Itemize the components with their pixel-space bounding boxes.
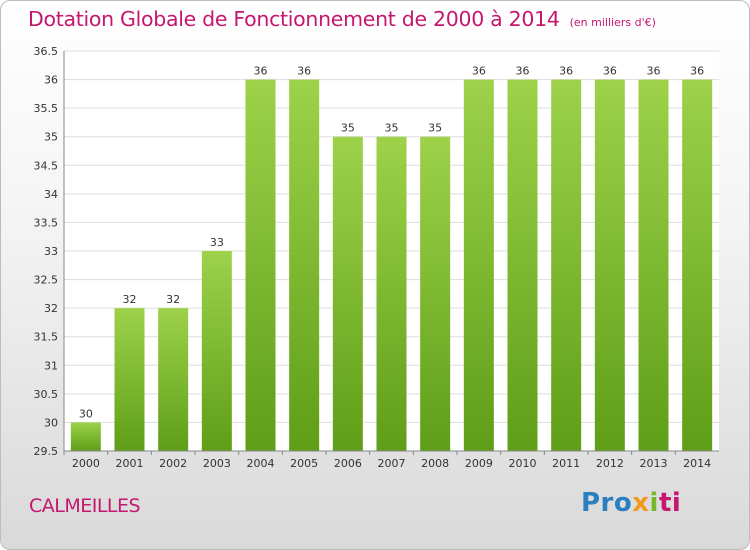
y-tick-label: 32: [44, 302, 58, 315]
bar: [158, 308, 189, 451]
bar: [114, 308, 145, 451]
data-label: 30: [79, 407, 93, 420]
y-tick-label: 34: [44, 188, 58, 201]
bar: [70, 422, 101, 451]
bar: [289, 79, 320, 452]
x-tick-label: 2003: [203, 457, 231, 470]
y-tick-label: 32.5: [34, 274, 59, 287]
x-tick-label: 2012: [596, 457, 624, 470]
x-tick-label: 2005: [290, 457, 318, 470]
bar: [245, 79, 276, 452]
bar: [332, 136, 363, 451]
y-tick-label: 30: [44, 416, 58, 429]
title-text: Dotation Globale de Fonctionnement de 20…: [28, 7, 560, 31]
data-label: 36: [297, 65, 311, 78]
y-tick-label: 33.5: [34, 216, 59, 229]
x-tick-label: 2007: [378, 457, 406, 470]
y-tick-label: 34.5: [34, 159, 59, 172]
y-tick-label: 35: [44, 131, 58, 144]
bar: [201, 251, 232, 451]
proxiti-logo: Proxiti: [581, 488, 681, 518]
data-label: 32: [123, 293, 137, 306]
bar: [551, 79, 582, 452]
data-label: 35: [428, 122, 442, 135]
data-label: 36: [603, 65, 617, 78]
data-label: 36: [472, 65, 486, 78]
data-label: 35: [341, 122, 355, 135]
data-label: 36: [516, 65, 530, 78]
logo-part-1: Pro: [581, 488, 633, 518]
data-label: 35: [385, 122, 399, 135]
bar: [638, 79, 669, 452]
y-tick-label: 35.5: [34, 102, 59, 115]
y-tick-label: 31.5: [34, 331, 59, 344]
x-tick-label: 2009: [465, 457, 493, 470]
bar: [507, 79, 538, 452]
bar: [420, 136, 451, 451]
logo-part-2: x: [632, 488, 650, 518]
x-tick-label: 2011: [552, 457, 580, 470]
bar: [682, 79, 713, 452]
logo-part-3: i: [649, 488, 659, 518]
x-tick-label: 2014: [683, 457, 711, 470]
bars-group: [70, 79, 713, 452]
x-tick-label: 2002: [159, 457, 187, 470]
data-label: 36: [559, 65, 573, 78]
bar: [376, 136, 407, 451]
logo-part-4: ti: [658, 488, 682, 518]
bar: [463, 79, 494, 452]
x-tick-label: 2000: [72, 457, 100, 470]
chart-title: Dotation Globale de Fonctionnement de 20…: [28, 7, 656, 31]
x-tick-label: 2006: [334, 457, 362, 470]
data-label: 36: [647, 65, 661, 78]
y-tick-label: 30.5: [34, 388, 59, 401]
x-tick-label: 2010: [509, 457, 537, 470]
bar: [594, 79, 625, 452]
axes-group: 29.5 30 30.5 31 31.5 32 32.5 33 33.5 34 34.5 35 35.5…: [34, 45, 719, 470]
unit-label: (en milliers d'€): [569, 16, 656, 29]
y-tick-label: 36: [44, 74, 58, 87]
commune-name: CALMEILLES: [29, 495, 141, 517]
data-label: 36: [690, 65, 704, 78]
data-label: 33: [210, 236, 224, 249]
y-tick-label: 31: [44, 359, 58, 372]
y-tick-label: 33: [44, 245, 58, 258]
y-tick-label: 36.5: [34, 45, 59, 58]
y-tick-label: 29.5: [34, 445, 59, 458]
data-label: 36: [254, 65, 268, 78]
data-labels-group: 30 32 32 33 36 36 35 35 35 36 36 36 36 36 36: [79, 65, 704, 421]
data-label: 32: [166, 293, 180, 306]
x-tick-label: 2004: [247, 457, 275, 470]
x-tick-label: 2008: [421, 457, 449, 470]
x-tick-label: 2001: [116, 457, 144, 470]
x-tick-label: 2013: [640, 457, 668, 470]
